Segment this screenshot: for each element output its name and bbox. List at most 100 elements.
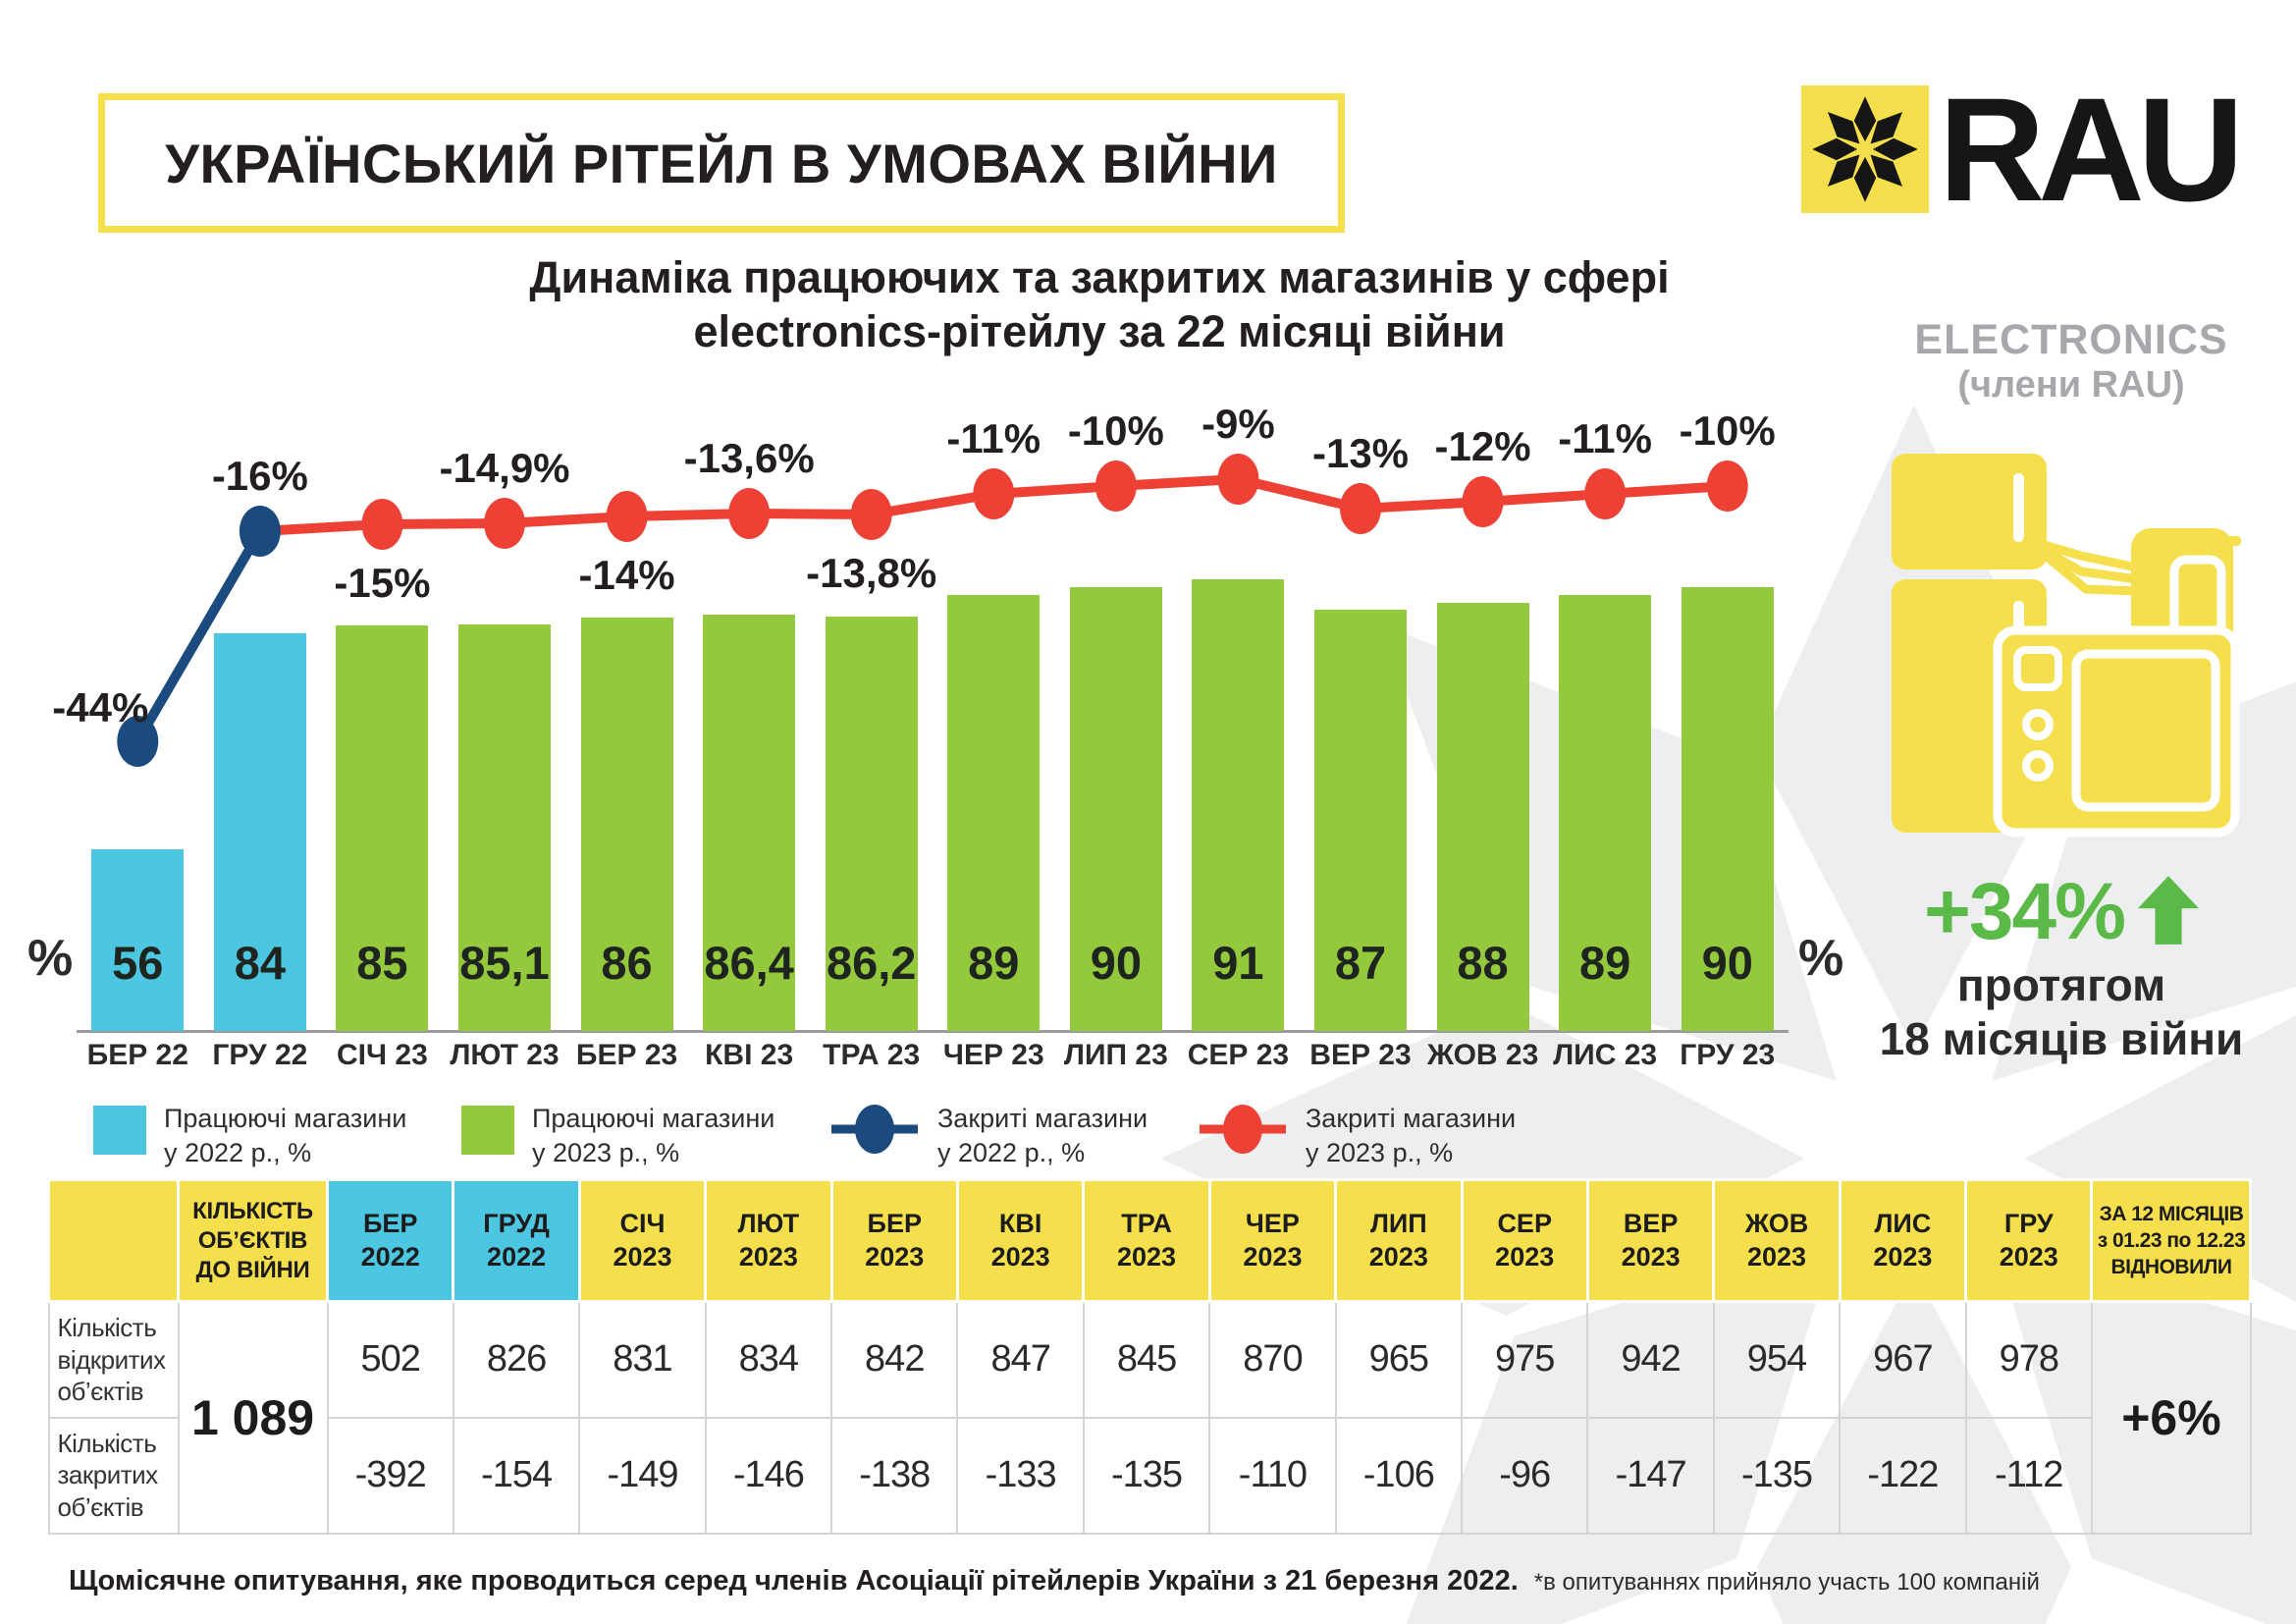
line-point-ГРУ 23 (1706, 460, 1748, 512)
legend-item: Закриті магазини у 2023 р., % (1198, 1102, 1566, 1170)
bar-ГРУ 23 (1681, 587, 1774, 1031)
bar-value-label: 87 (1334, 937, 1387, 989)
bar-value-label: 89 (968, 937, 1020, 989)
opened-value-СІЧ-2023: 831 (578, 1300, 707, 1419)
rau-star-icon (1812, 96, 1918, 202)
footer-note: *в опитуваннях прийняло участь 100 компа… (1533, 1569, 2040, 1596)
footer: Щомісячне опитування, яке проводиться се… (69, 1565, 2248, 1597)
stats-table: КІЛЬКІСТЬ ОБ’ЄКТІВ ДО ВІЙНИ БЕР 2022 ГРУД 2022… (47, 1178, 2253, 1535)
closed-value-ГРУД-2022: -154 (452, 1416, 581, 1535)
legend-swatch-line-dot (1198, 1102, 1288, 1162)
header-СІЧ-2023: СІЧ 2023 (577, 1178, 708, 1303)
line-segment (133, 526, 265, 746)
x-axis-label-ТРА 23: ТРА 23 (823, 1039, 921, 1071)
row-label-opened: Кількість відкритих об’єктів (47, 1300, 180, 1419)
header-ГРУ-2023: ГРУ 2023 (1964, 1178, 2094, 1303)
line-point-КВІ 23 (728, 488, 771, 539)
x-axis-line (77, 1030, 1789, 1033)
legend-label: Закриті магазини у 2023 р., % (1306, 1104, 1517, 1168)
line-point-ГРУ 22 (239, 506, 281, 557)
growth-caption-line2: 18 місяців війни (1879, 1013, 2244, 1065)
legend-item: Закриті магазини у 2022 р., % (829, 1102, 1198, 1170)
closed-value-ГРУ-2023: -112 (1964, 1416, 2093, 1535)
appliances-illustration (1892, 454, 2241, 838)
opened-value-ЛИС-2023: 967 (1839, 1300, 1967, 1419)
x-axis-label-ЖОВ 23: ЖОВ 23 (1426, 1039, 1539, 1071)
opened-value-ТРА-2023: 845 (1082, 1300, 1211, 1419)
footer-source: Щомісячне опитування, яке проводиться се… (69, 1565, 1519, 1597)
legend-label: Закриті магазини у 2022 р., % (937, 1104, 1148, 1168)
x-axis-label-БЕР 22: БЕР 22 (86, 1039, 188, 1071)
closed-value-ЧЕР-2023: -110 (1208, 1416, 1337, 1535)
line-point-ЛИС 23 (1584, 468, 1627, 519)
header-ЛИС-2023: ЛИС 2023 (1838, 1178, 1968, 1303)
x-axis-label-КВІ 23: КВІ 23 (705, 1039, 794, 1071)
closed-value-ЛИП-2023: -106 (1334, 1416, 1464, 1535)
closed-value-ТРА-2023: -135 (1082, 1416, 1211, 1535)
opened-value-ЛЮТ-2023: 834 (704, 1300, 833, 1419)
header-ВЕР-2023: ВЕР 2023 (1585, 1178, 1716, 1303)
legend-swatch-square (93, 1106, 146, 1155)
bar-ЛИС 23 (1559, 595, 1652, 1031)
header-recovered-12m: ЗА 12 МІСЯЦІВ з 01.23 по 12.23 ВІДНОВИЛИ (2090, 1178, 2253, 1303)
bar-БЕР 22 (91, 849, 185, 1031)
y-axis-unit-right: % (1798, 930, 1844, 987)
line-point-label: -13% (1311, 430, 1410, 476)
opened-value-БЕР-2023: 842 (830, 1300, 959, 1419)
x-axis-label-БЕР 23: БЕР 23 (575, 1039, 678, 1071)
bar-ЛЮТ 23 (458, 624, 551, 1031)
closed-value-СІЧ-2023: -149 (578, 1416, 707, 1535)
x-axis-labels: БЕР 22 ГРУ 22 СІЧ 23 ЛЮТ 23 БЕР 23 КВІ 23 ТРА … (77, 1039, 1789, 1078)
line-point-label: -12% (1434, 423, 1531, 469)
rau-logo: RAU (1801, 76, 2244, 223)
rau-members-label: (члени RAU) (1957, 364, 2185, 406)
closed-value-ЖОВ-2023: -135 (1712, 1416, 1842, 1535)
line-point-ЛИП 23 (1095, 460, 1137, 512)
line-point-ЖОВ 23 (1462, 476, 1504, 527)
closed-value-СЕР-2023: -96 (1461, 1416, 1589, 1535)
chart-title-line2: electronics-рітейлу за 22 місяці війни (693, 305, 1506, 356)
microwave-icon (1993, 625, 2240, 838)
growth-caption-line1: протягом (1956, 959, 2166, 1010)
line-segment (1233, 474, 1365, 514)
x-axis-label-ЛИП 23: ЛИП 23 (1063, 1039, 1168, 1071)
opened-value-ЖОВ-2023: 954 (1712, 1300, 1842, 1419)
bar-value-label: 85 (356, 937, 408, 989)
header-БЕР-2022: БЕР 2022 (325, 1178, 455, 1303)
bar-value-label: 90 (1090, 937, 1142, 989)
closed-value-ВЕР-2023: -147 (1586, 1416, 1715, 1535)
table-corner-cell (47, 1178, 180, 1303)
line-point-СІЧ 23 (361, 499, 403, 550)
opened-value-ЧЕР-2023: 870 (1208, 1300, 1337, 1419)
line-series-layer (117, 454, 1748, 767)
header-КВІ-2023: КВІ 2023 (955, 1178, 1086, 1303)
legend-swatch-square (461, 1106, 514, 1155)
header-ЧЕР-2023: ЧЕР 2023 (1207, 1178, 1338, 1303)
bar-value-label: 91 (1212, 937, 1264, 989)
rau-logo-square (1801, 85, 1929, 213)
closed-value-ЛЮТ-2023: -146 (704, 1416, 833, 1535)
electronics-heading: ELECTRONICS (члени RAU) (1865, 316, 2277, 406)
bar-value-label: 86,4 (704, 937, 794, 989)
x-axis-label-ЧЕР 23: ЧЕР 23 (942, 1039, 1044, 1071)
y-axis-unit-left: % (27, 930, 74, 987)
header-ГРУД-2022: ГРУД 2022 (452, 1178, 581, 1303)
line-point-label: -10% (1679, 407, 1776, 454)
chart-title: Динаміка працюючих та закритих магазинів… (393, 251, 1806, 359)
legend-item: Працюючі магазини у 2023 р., % (461, 1102, 829, 1170)
bar-ЖОВ 23 (1436, 603, 1529, 1031)
line-point-СЕР 23 (1217, 454, 1259, 505)
x-axis-label-ГРУ 23: ГРУ 23 (1680, 1039, 1776, 1071)
line-point-label: -11% (1558, 415, 1652, 461)
header-ТРА-2023: ТРА 2023 (1082, 1178, 1211, 1303)
bar-value-label: 90 (1701, 937, 1753, 989)
recovered-total-cell: +6% (2090, 1300, 2252, 1535)
line-point-label: -13,8% (806, 550, 937, 596)
bar-ВЕР 23 (1314, 610, 1407, 1031)
x-axis-label-СІЧ 23: СІЧ 23 (337, 1039, 428, 1071)
x-axis-label-ЛИС 23: ЛИС 23 (1553, 1039, 1658, 1071)
line-point-label: -10% (1067, 407, 1164, 454)
growth-callout: +34% протягом 18 місяців війни (1843, 866, 2279, 1066)
prewar-total-cell: 1 089 (177, 1300, 329, 1535)
line-point-label: -16% (211, 453, 308, 499)
